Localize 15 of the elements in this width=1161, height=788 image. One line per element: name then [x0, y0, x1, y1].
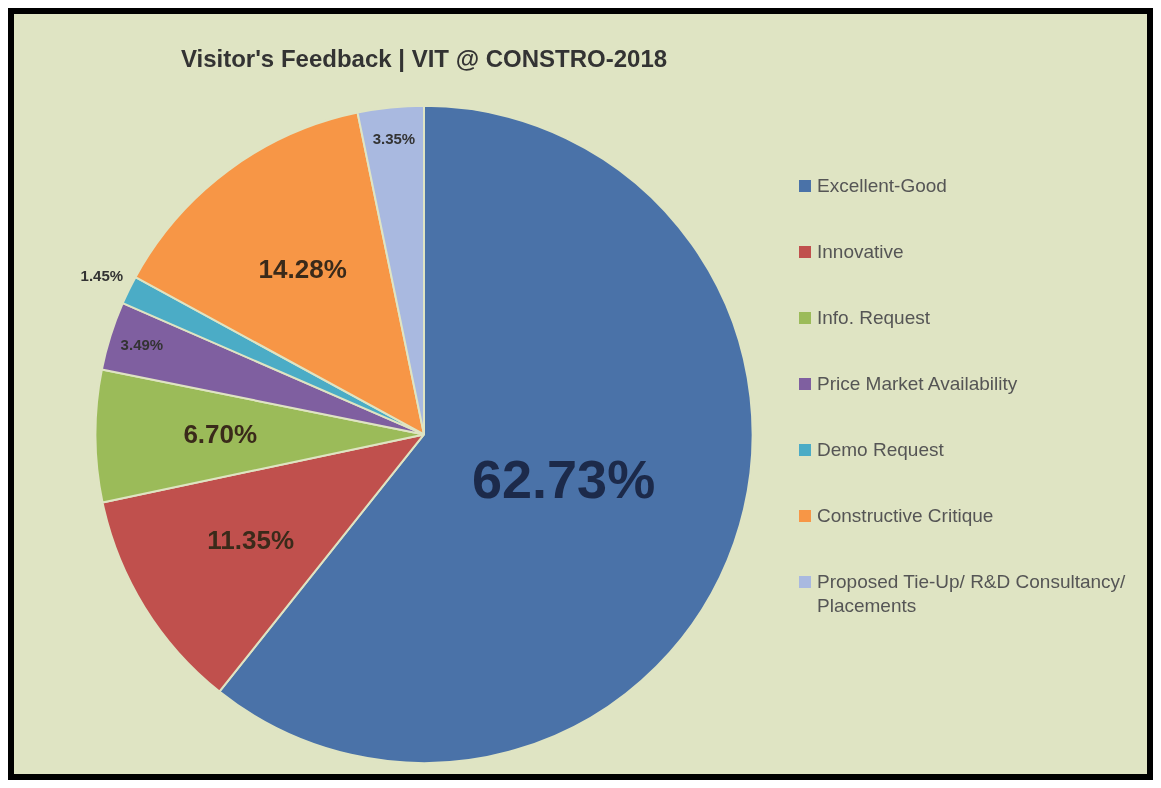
chart-title: Visitor's Feedback | VIT @ CONSTRO-2018: [180, 45, 668, 73]
legend-label: Demo Request: [817, 438, 944, 462]
legend-label: Price Market Availability: [817, 372, 1018, 396]
legend-label: Constructive Critique: [817, 504, 994, 528]
data-label: 1.45%: [80, 266, 124, 284]
legend-label: Proposed Tie-Up/ R&D Consultancy/ Placements: [817, 570, 1127, 618]
data-label: 14.28%: [258, 253, 347, 284]
data-label: 3.49%: [120, 335, 164, 353]
data-label: 62.73%: [472, 449, 656, 510]
legend-label: Innovative: [817, 240, 904, 264]
legend-label: Excellent-Good: [817, 174, 947, 198]
data-label: 6.70%: [183, 418, 258, 449]
legend-label: Info. Request: [817, 306, 931, 330]
data-label: 11.35%: [207, 524, 295, 555]
data-label: 3.35%: [372, 130, 416, 148]
